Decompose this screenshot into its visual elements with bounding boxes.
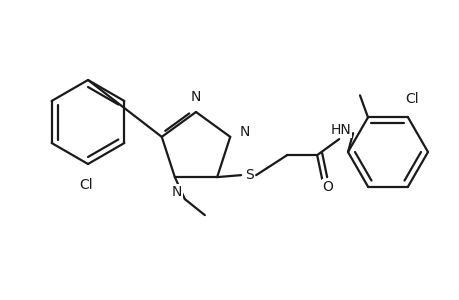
Text: Cl: Cl (79, 178, 93, 192)
Text: S: S (244, 168, 253, 182)
Text: N: N (171, 185, 182, 199)
Text: O: O (322, 180, 333, 194)
Text: HN: HN (330, 123, 351, 137)
Text: N: N (190, 90, 201, 104)
Text: N: N (239, 125, 249, 139)
Text: Cl: Cl (404, 92, 418, 106)
